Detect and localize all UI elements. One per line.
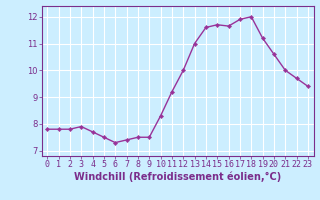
X-axis label: Windchill (Refroidissement éolien,°C): Windchill (Refroidissement éolien,°C): [74, 172, 281, 182]
